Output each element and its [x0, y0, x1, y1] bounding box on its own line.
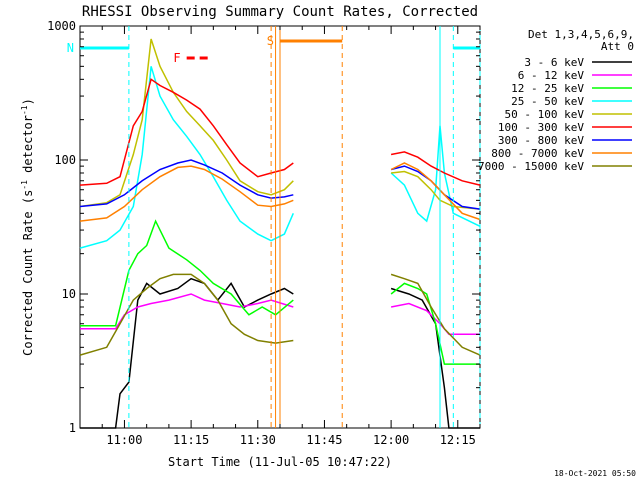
timestamp: 18-Oct-2021 05:50	[554, 469, 636, 478]
series-line-8	[390, 273, 481, 356]
x-tick-label: 12:00	[373, 433, 409, 447]
legend-entry-label: 12 - 25 keV	[511, 82, 584, 95]
flag-label: S	[267, 34, 274, 48]
y-axis-label-mid: detector	[21, 115, 35, 180]
legend-entry-label: 800 - 7000 keV	[491, 147, 584, 160]
series-line-7	[79, 165, 294, 222]
series-line-6	[79, 159, 294, 208]
x-tick-label: 12:15	[440, 433, 476, 447]
legend-entry-label: 25 - 50 keV	[511, 95, 584, 108]
series-line-3	[79, 66, 294, 249]
legend-entry-label: 3 - 6 keV	[524, 56, 584, 69]
flag-markers: N F S	[67, 26, 481, 428]
legend-entry-label: 6 - 12 keV	[518, 69, 585, 82]
series-line-2	[390, 282, 480, 365]
y-tick-label: 1000	[47, 19, 76, 33]
series-line-3	[390, 125, 481, 227]
series-line-2	[80, 219, 294, 327]
y-axis-label-main: Corrected Count Rate (s	[21, 190, 35, 356]
y-axis-ticks: 1 10 100 1000	[47, 19, 480, 435]
series-line-1	[390, 302, 480, 336]
y-axis-label-end: )	[21, 98, 35, 105]
y-tick-label: 1	[69, 421, 76, 435]
series-line-5	[79, 78, 294, 186]
x-axis-ticks: 11:00 11:15 11:30 11:45 12:00 12:15	[79, 26, 481, 447]
y-tick-label: 10	[62, 287, 76, 301]
series-line-4	[79, 38, 294, 208]
y-tick-label: 100	[54, 153, 76, 167]
x-tick-label: 11:45	[306, 433, 342, 447]
legend-header-line2: Att 0	[601, 40, 634, 53]
x-tick-label: 11:30	[240, 433, 276, 447]
legend-entry-label: 100 - 300 keV	[498, 121, 584, 134]
legend-entry-label: 50 - 100 keV	[505, 108, 585, 121]
y-axis-label-sup1: -1	[20, 180, 29, 190]
x-tick-label: 11:00	[106, 433, 142, 447]
series-line-7	[390, 162, 481, 221]
series-line-0	[390, 287, 480, 429]
flag-label: N	[67, 41, 74, 55]
x-axis-label: Start Time (11-Jul-05 10:47:22)	[168, 455, 392, 469]
y-axis-label-sup2: -1	[20, 105, 29, 115]
series-line-0	[80, 277, 294, 429]
legend-entry-label: 300 - 800 keV	[498, 134, 584, 147]
flag-label: F	[173, 51, 180, 65]
y-axis-label: Corrected Count Rate (s-1 detector-1)	[20, 98, 35, 356]
legend-entry-label: 7000 - 15000 keV	[478, 160, 584, 173]
series-line-8	[79, 273, 294, 356]
x-tick-label: 11:15	[173, 433, 209, 447]
series-line-5	[390, 151, 481, 186]
legend-header-line1: Det 1,3,4,5,6,9,	[528, 28, 634, 41]
chart-title: RHESSI Observing Summary Count Rates, Co…	[82, 4, 478, 20]
